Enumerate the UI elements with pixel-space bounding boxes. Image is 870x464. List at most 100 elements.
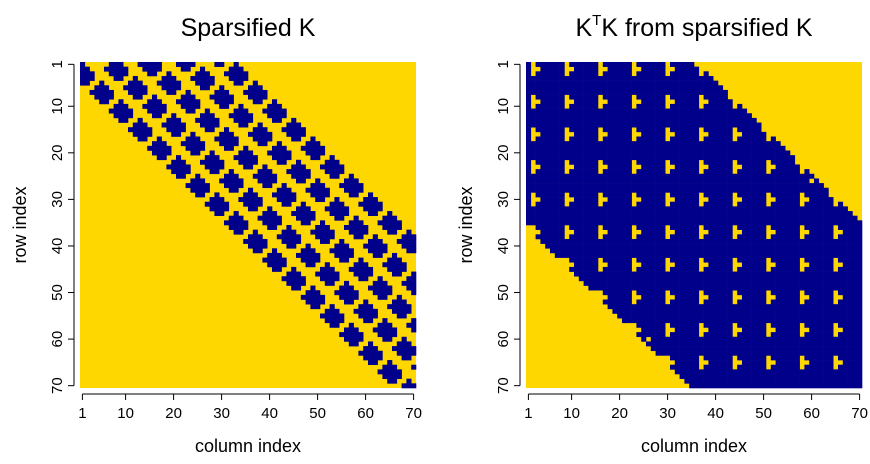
heatmap-cell [847, 257, 853, 263]
heatmap-cell [761, 313, 767, 319]
heatmap-cell [713, 327, 719, 333]
heatmap-cell [828, 378, 834, 384]
heatmap-cell [727, 141, 733, 147]
heatmap-cell [363, 243, 369, 249]
heatmap-cell [689, 383, 695, 389]
heatmap-cell [195, 103, 201, 109]
heatmap-cell [574, 131, 580, 137]
heatmap-cell [118, 103, 124, 109]
heatmap-cell [785, 322, 791, 328]
heatmap-cell [679, 285, 685, 291]
heatmap-cell [746, 308, 752, 314]
heatmap-cell [190, 99, 196, 105]
heatmap-cell [617, 66, 623, 72]
heatmap-cell [684, 248, 690, 254]
heatmap-cell [588, 220, 594, 226]
heatmap-cell [660, 131, 666, 137]
heatmap-cell [300, 248, 306, 254]
heatmap-cell [214, 117, 220, 123]
heatmap-cell [559, 238, 565, 244]
heatmap-cell [233, 117, 239, 123]
heatmap-cell [626, 85, 632, 91]
heatmap-cell [161, 150, 167, 156]
heatmap-cell [320, 294, 326, 300]
heatmap-cell [742, 290, 748, 296]
heatmap-cell [598, 252, 604, 258]
heatmap-cell [641, 332, 647, 338]
heatmap-cell [550, 220, 556, 226]
heatmap-cell [722, 89, 728, 95]
heatmap-cell [180, 159, 186, 165]
heatmap-cell [679, 364, 685, 370]
heatmap-cell [540, 122, 546, 128]
heatmap-cell [396, 294, 402, 300]
heatmap-cell [780, 341, 786, 347]
heatmap-cell [727, 155, 733, 161]
heatmap-cell [679, 299, 685, 305]
heatmap-cell [559, 108, 565, 114]
heatmap-cell [540, 113, 546, 119]
heatmap-cell [732, 346, 738, 352]
heatmap-cell [248, 94, 254, 100]
heatmap-cell [727, 206, 733, 212]
heatmap-cell [670, 169, 676, 175]
heatmap-cell [540, 206, 546, 212]
heatmap-cell [655, 103, 661, 109]
heatmap-cell [252, 197, 258, 203]
heatmap-cell [598, 206, 604, 212]
heatmap-cell [147, 71, 153, 77]
heatmap-cell [219, 103, 225, 109]
heatmap-cell [732, 183, 738, 189]
heatmap-cell [727, 318, 733, 324]
x-tick-label: 40 [261, 405, 278, 422]
heatmap-cell [578, 66, 584, 72]
heatmap-cell [694, 280, 700, 286]
heatmap-cell [703, 285, 709, 291]
heatmap-cell [406, 248, 412, 254]
heatmap-cell [684, 169, 690, 175]
heatmap-cell [737, 117, 743, 123]
heatmap-cell [593, 234, 599, 240]
heatmap-cell [814, 238, 820, 244]
heatmap-cell [176, 85, 182, 91]
heatmap-cell [372, 290, 378, 296]
heatmap-cell [626, 178, 632, 184]
heatmap-cell [622, 243, 628, 249]
heatmap-cell [698, 308, 704, 314]
heatmap-cell [535, 201, 541, 207]
heatmap-cell [583, 183, 589, 189]
heatmap-cell [770, 150, 776, 156]
heatmap-cell [593, 243, 599, 249]
heatmap-cell [650, 62, 656, 67]
heatmap-cell [142, 66, 148, 72]
x-axis: 1 10 20 30 40 50 60 70 [524, 393, 868, 422]
chart-title: Sparsified K [181, 14, 316, 42]
heatmap-cell [670, 89, 676, 95]
heatmap-cell [684, 173, 690, 179]
heatmap-cell [578, 62, 584, 67]
heatmap-cell [156, 66, 162, 72]
heatmap-cell [737, 122, 743, 128]
heatmap-cell [660, 155, 666, 161]
heatmap-cell [550, 113, 556, 119]
heatmap-cell [823, 374, 829, 379]
heatmap-cell [694, 257, 700, 263]
heatmap-cell [718, 141, 724, 147]
heatmap-cell [660, 75, 666, 81]
heatmap-cell [248, 234, 254, 240]
heatmap-cell [770, 215, 776, 221]
heatmap-cell [679, 150, 685, 156]
heatmap-cell [401, 299, 407, 305]
heatmap-cell [674, 248, 680, 254]
heatmap-cell [598, 243, 604, 249]
heatmap-cell [334, 322, 340, 328]
heatmap-cell [670, 155, 676, 161]
heatmap-cell [708, 364, 714, 370]
heatmap-cell [842, 318, 848, 324]
heatmap-cell [176, 155, 182, 161]
heatmap-cell [602, 80, 608, 86]
heatmap-cell [550, 183, 556, 189]
heatmap-cell [780, 285, 786, 291]
heatmap-cell [732, 383, 738, 389]
heatmap-cell [770, 159, 776, 165]
